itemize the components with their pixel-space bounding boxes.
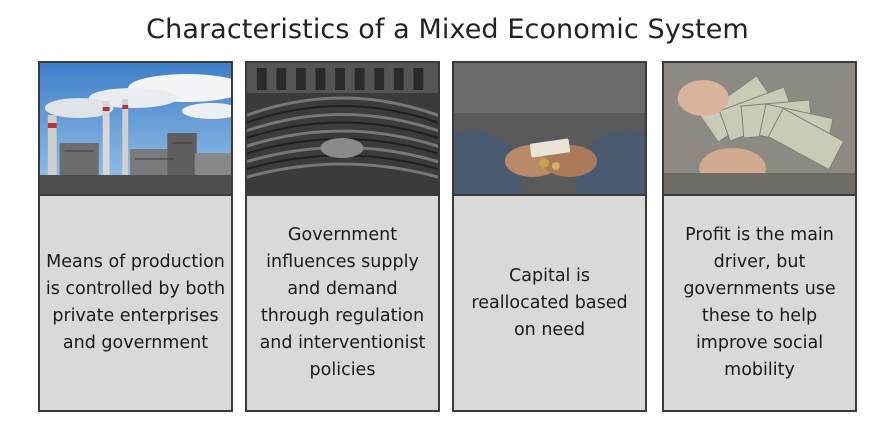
card-production: Means of production is controlled by bot…	[38, 61, 233, 412]
hands-money-image	[454, 63, 645, 196]
card-text: Profit is the main driver, but governmen…	[683, 225, 836, 380]
card-text: Means of production is controlled by bot…	[45, 252, 226, 353]
card-capital: Capital is reallocated based on need	[452, 61, 647, 412]
cash-image	[664, 63, 855, 196]
parliament-image	[247, 63, 438, 196]
card-text: Government influences supply and demand …	[259, 225, 426, 380]
page-title: Characteristics of a Mixed Economic Syst…	[146, 14, 749, 45]
card-text: Capital is reallocated based on need	[471, 265, 628, 340]
factory-image	[40, 63, 231, 196]
card-regulation: Government influences supply and demand …	[245, 61, 440, 412]
card-profit: Profit is the main driver, but governmen…	[662, 61, 857, 412]
